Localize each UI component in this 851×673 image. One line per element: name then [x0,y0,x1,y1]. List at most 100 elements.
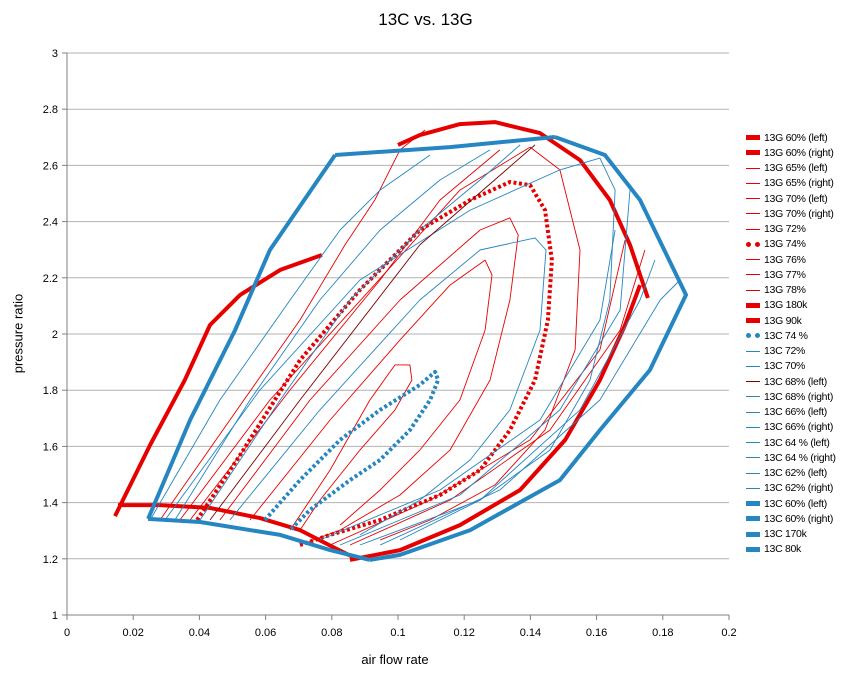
y-tick-label: 2.6 [43,160,58,172]
legend-label: 13G 76% [764,253,806,266]
legend-item: 13G 70% (left) [746,191,836,206]
legend-swatch [746,516,760,522]
legend-item: 13G 65% (right) [746,176,836,191]
y-tick-label: 1.2 [43,554,58,566]
legend-item: 13C 62% (left) [746,466,836,481]
legend-swatch [746,365,760,367]
legend-item: 13C 60% (left) [746,496,836,511]
legend-swatch [746,318,760,324]
legend-label: 13G 70% (right) [764,207,834,220]
legend-label: 13C 170k [764,528,807,541]
legend-label: 13G 78% [764,284,806,297]
series-line [149,154,431,521]
legend-label: 13G 70% (left) [764,192,828,205]
legend-swatch [746,531,760,537]
series-line [229,237,547,536]
legend-swatch [746,487,760,489]
legend-label: 13C 68% (left) [764,375,827,388]
legend-swatch [746,411,760,413]
x-tick-label: 0.2 [721,627,736,639]
legend-swatch [746,167,760,169]
series-line [319,229,616,541]
legend-label: 13G 65% (right) [764,177,834,190]
legend-swatch [746,213,760,215]
x-axis-label: air flow rate [361,652,429,667]
legend-item: 13C 68% (left) [746,374,836,389]
series-line [289,364,413,531]
legend-label: 13G 65% (left) [764,162,828,175]
legend-item: 13G 78% [746,283,836,298]
legend-swatch [746,274,760,276]
series-line [339,190,631,546]
legend-label: 13G 90k [764,314,802,327]
legend-label: 13G 74% [764,238,806,251]
legend-item: 13C 66% (right) [746,420,836,435]
legend-item: 13C 170k [746,527,836,542]
legend-swatch [746,501,760,507]
legend-swatch [746,457,760,459]
legend-swatch [746,396,760,398]
legend-swatch [746,259,760,261]
x-tick-label: 0.18 [652,627,673,639]
x-tick-label: 0.14 [520,627,541,639]
legend-swatch [746,228,760,230]
legend-label: 13C 60% (right) [764,512,834,525]
legend-label: 13C 62% (left) [764,467,827,480]
series-line [249,259,493,526]
y-tick-label: 1.4 [43,498,58,510]
legend-swatch [746,289,760,291]
legend: 13G 60% (left) 13G 60% (right) 13G 65% (le… [746,130,836,557]
legend-label: 13C 72% [764,345,806,358]
legend-item: 13G 65% (left) [746,161,836,176]
legend-label: 13C 62% (right) [764,482,834,495]
legend-label: 13C 68% (right) [764,390,834,403]
legend-label: 13C 66% (left) [764,406,827,419]
x-tick-label: 0.16 [586,627,607,639]
y-tick-label: 3 [52,48,58,60]
legend-item: 13G 72% [746,222,836,237]
x-tick-label: 0.06 [255,627,276,639]
legend-item: 13G 60% (left) [746,130,836,145]
y-tick-label: 2.2 [43,273,58,285]
legend-item: 13C 74 % [746,328,836,343]
series-line [164,157,616,541]
series-line [334,135,556,157]
series-line [397,120,650,299]
legend-item: 13C 64 % (left) [746,435,836,450]
legend-swatch [746,241,760,247]
y-tick-label: 2.4 [43,217,58,229]
legend-item: 13G 90k [746,313,836,328]
legend-swatch [746,333,760,339]
legend-swatch [746,198,760,200]
series-line [147,516,371,562]
legend-item: 13G 74% [746,237,836,252]
y-tick-label: 2.8 [43,104,58,116]
legend-swatch [746,472,760,474]
x-tick-label: 0.1 [390,627,405,639]
legend-label: 13G 60% (left) [764,131,828,144]
x-tick-label: 0 [64,627,70,639]
legend-label: 13C 60% (left) [764,497,827,510]
series-line [179,146,581,541]
legend-label: 13C 74 % [764,329,808,342]
legend-item: 13C 80k [746,542,836,557]
series-line [199,144,521,521]
legend-item: 13C 72% [746,344,836,359]
series-line [379,279,681,546]
y-axis-label: pressure ratio [10,293,26,374]
legend-swatch [746,350,760,352]
legend-item: 13G 180k [746,298,836,313]
legend-item: 13C 68% (right) [746,389,836,404]
legend-label: 13G 72% [764,223,806,236]
series-line [174,149,491,521]
legend-swatch [746,302,760,308]
legend-label: 13G 180k [764,299,808,312]
x-tick-label: 0.04 [189,627,210,639]
legend-item: 13C 64 % (right) [746,450,836,465]
series-line [349,249,646,546]
legend-swatch [746,381,760,383]
legend-item: 13G 77% [746,267,836,282]
legend-label: 13C 70% [764,360,806,373]
legend-item: 13G 70% (right) [746,206,836,221]
legend-item: 13C 66% (left) [746,405,836,420]
